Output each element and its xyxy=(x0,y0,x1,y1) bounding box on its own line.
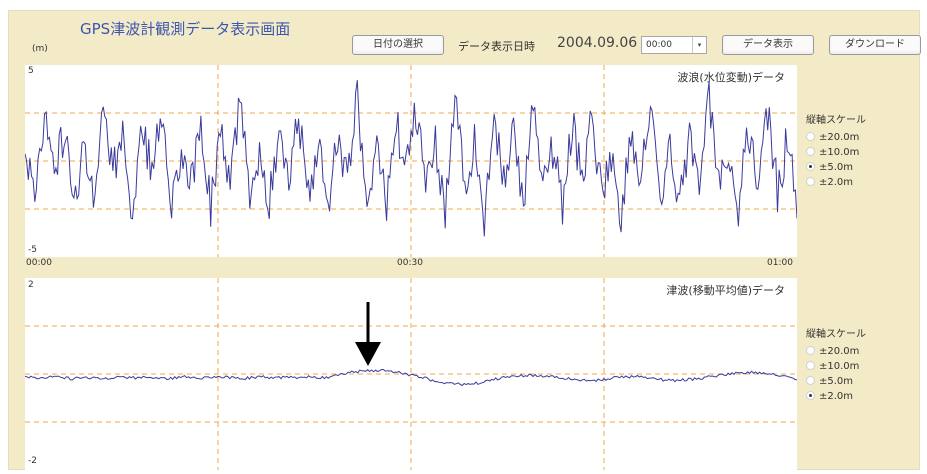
wave-scale-option[interactable]: ±20.0m xyxy=(806,130,906,145)
time-select-value: 00:00 xyxy=(646,40,672,50)
wave-scale-option[interactable]: ±2.0m xyxy=(806,175,906,190)
wave-chart: 波浪(水位変動)データ xyxy=(25,65,797,257)
wave-x-label-end: 01:00 xyxy=(767,258,793,268)
tsunami-scale-option[interactable]: ±5.0m xyxy=(806,374,906,389)
radio-icon[interactable] xyxy=(806,177,815,186)
tsunami-chart: 津波(移動平均値)データ xyxy=(25,278,797,470)
tsunami-chart-svg xyxy=(25,278,797,470)
series-line xyxy=(25,80,797,237)
date-select-button[interactable]: 日付の選択 xyxy=(352,35,444,55)
wave-scale-option-label: ±20.0m xyxy=(819,132,860,143)
tsunami-chart-title: 津波(移動平均値)データ xyxy=(666,284,785,297)
datetime-value: 2004.09.06 xyxy=(557,35,638,51)
wave-y-min-label: -5 xyxy=(28,245,37,255)
radio-icon[interactable] xyxy=(806,346,815,355)
wave-y-max-label: 5 xyxy=(28,66,34,76)
radio-icon[interactable] xyxy=(806,132,815,141)
tsunami-y-min-label: -2 xyxy=(28,456,37,466)
wave-chart-title: 波浪(水位変動)データ xyxy=(677,71,785,84)
chevron-down-icon[interactable]: ▾ xyxy=(692,37,706,53)
radio-icon[interactable] xyxy=(806,147,815,156)
page-title: GPS津波計観測データ表示画面 xyxy=(80,20,291,38)
tsunami-scale-option-label: ±10.0m xyxy=(819,361,860,372)
wave-scale-option-label: ±5.0m xyxy=(819,162,854,173)
tsunami-y-max-label: 2 xyxy=(28,280,34,290)
wave-scale-panel: 縦軸スケール ±20.0m ±10.0m ±5.0m ±2.0m xyxy=(806,111,906,190)
tsunami-scale-option[interactable]: ±2.0m xyxy=(806,389,906,404)
tsunami-scale-option-label: ±2.0m xyxy=(819,391,854,402)
tsunami-scale-option[interactable]: ±10.0m xyxy=(806,359,906,374)
radio-icon[interactable] xyxy=(806,361,815,370)
down-arrow-icon xyxy=(355,302,381,366)
time-select[interactable]: 00:00 ▾ xyxy=(641,36,707,54)
datetime-label: データ表示日時 xyxy=(458,40,535,53)
tsunami-scale-option-label: ±5.0m xyxy=(819,376,854,387)
tsunami-scale-option-label: ±20.0m xyxy=(819,346,860,357)
unit-label: (m) xyxy=(32,44,48,54)
wave-scale-option[interactable]: ±10.0m xyxy=(806,145,906,160)
wave-x-label-start: 00:00 xyxy=(26,258,52,268)
wave-scale-option[interactable]: ±5.0m xyxy=(806,160,906,175)
wave-chart-svg xyxy=(25,65,797,257)
radio-selected-icon[interactable] xyxy=(806,391,815,400)
radio-icon[interactable] xyxy=(806,376,815,385)
wave-scale-option-label: ±10.0m xyxy=(819,147,860,158)
tsunami-scale-title: 縦軸スケール xyxy=(806,329,866,340)
radio-selected-icon[interactable] xyxy=(806,162,815,171)
tsunami-scale-panel: 縦軸スケール ±20.0m ±10.0m ±5.0m ±2.0m xyxy=(806,325,906,404)
download-button[interactable]: ダウンロード xyxy=(829,35,921,55)
series-line xyxy=(25,369,797,387)
show-data-button[interactable]: データ表示 xyxy=(722,35,814,55)
wave-scale-option-label: ±2.0m xyxy=(819,177,854,188)
wave-x-label-mid: 00:30 xyxy=(397,258,423,268)
tsunami-scale-option[interactable]: ±20.0m xyxy=(806,344,906,359)
wave-scale-title: 縦軸スケール xyxy=(806,115,866,126)
